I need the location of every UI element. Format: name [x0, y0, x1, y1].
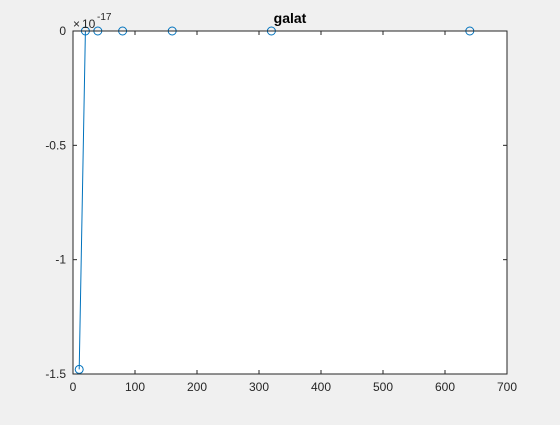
y-exponent-times: ×: [73, 17, 80, 31]
axes-box: [72, 30, 508, 375]
chart-title: galat: [274, 10, 307, 26]
x-tick-label: 0: [70, 380, 77, 394]
x-tick-label: 100: [125, 380, 145, 394]
y-exponent-base: 10: [82, 17, 96, 31]
y-tick-label: -1.5: [45, 367, 66, 381]
y-tick-label: 0: [59, 24, 66, 38]
data-point-marker: [74, 364, 84, 374]
x-tick-label: 400: [311, 380, 331, 394]
x-tick-label: 600: [435, 380, 455, 394]
x-tick-label: 500: [373, 380, 393, 394]
axes-background: [73, 31, 507, 374]
y-tick-label: -1: [55, 253, 66, 267]
x-tick-label: 200: [187, 380, 207, 394]
x-tick-label: 700: [497, 380, 517, 394]
y-exponent-power: -17: [97, 12, 112, 23]
tick-layer: 0 100 200 300 400 500 600 700 -1.5 -1 -0.5 0: [45, 24, 517, 394]
y-tick-label: -0.5: [45, 138, 66, 152]
x-tick-label: 300: [249, 380, 269, 394]
